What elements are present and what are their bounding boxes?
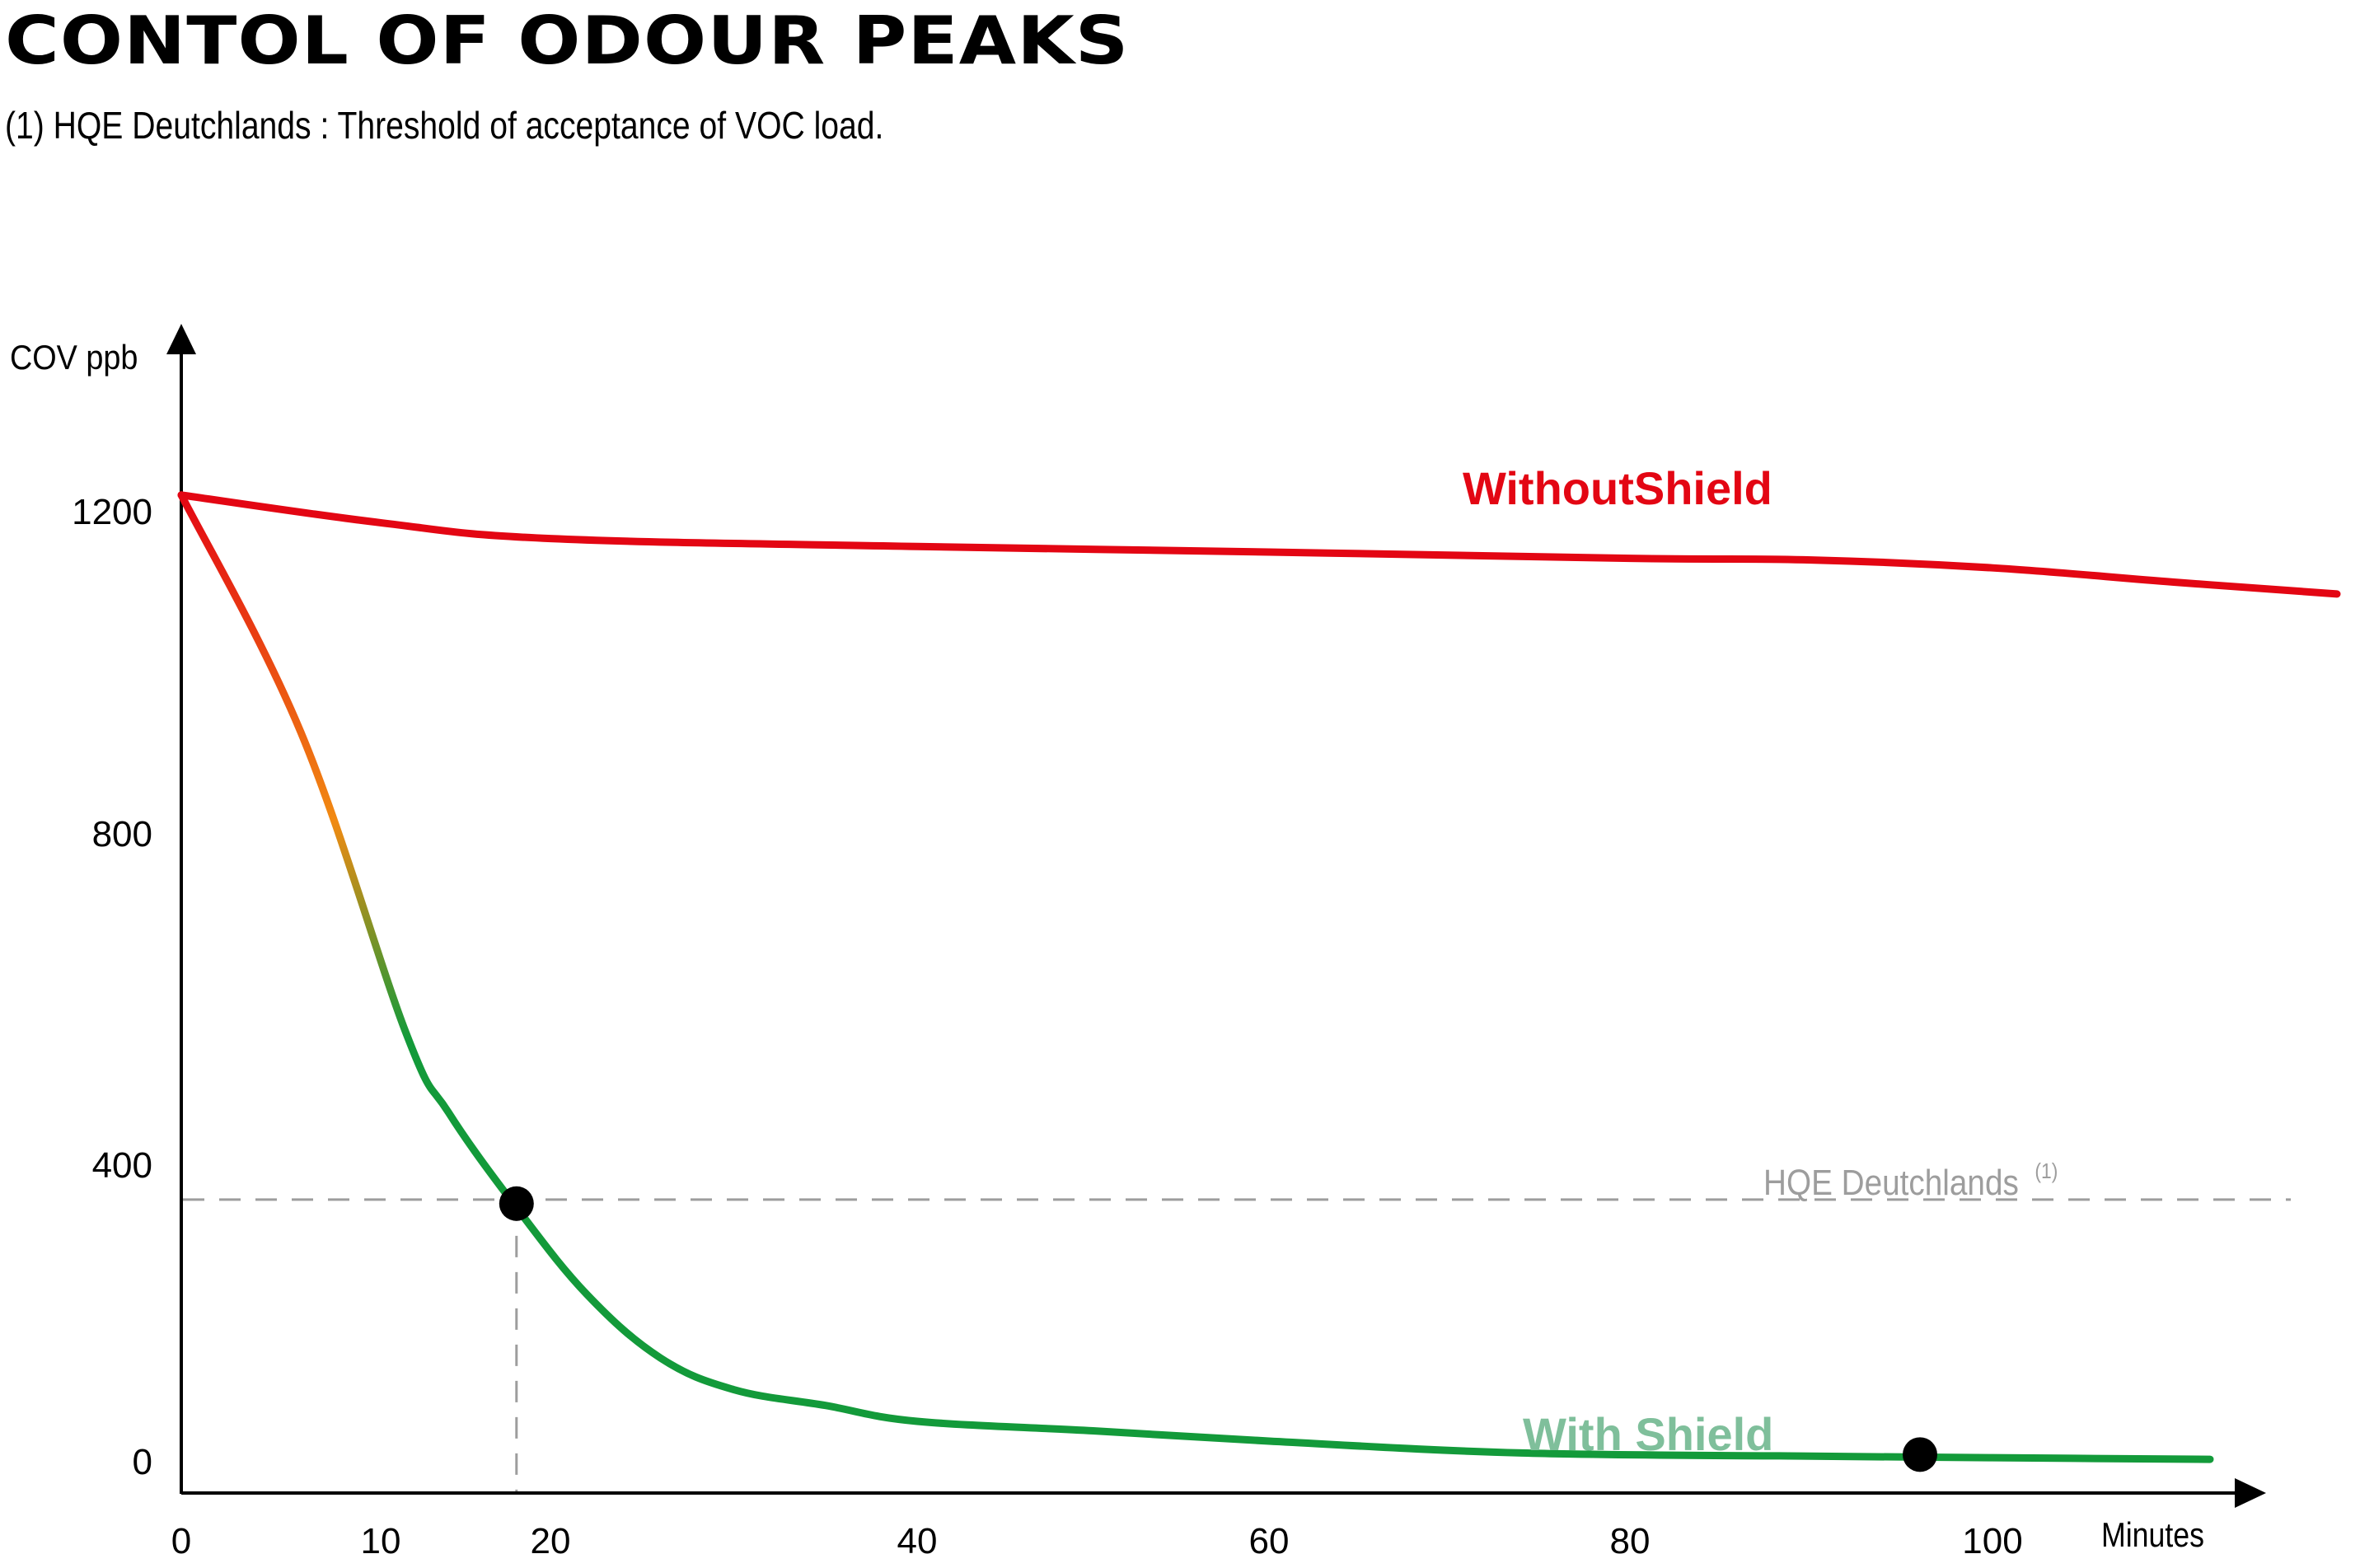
chart-subtitle: (1) HQE Deutchlands : Threshold of accep…: [5, 104, 884, 147]
threshold-label-text: HQE Deutchlands: [1763, 1162, 2019, 1203]
threshold-label-superscript: (1): [2035, 1160, 2058, 1184]
series-line-with-shield: [177, 491, 2214, 1463]
data-marker: [499, 1186, 534, 1221]
threshold-label: HQE Deutchlands (1): [1763, 1160, 2058, 1203]
y-tick-label: 400: [92, 1145, 152, 1186]
series-line-without-shield: [177, 491, 2341, 598]
y-axis-arrow-icon: [166, 324, 196, 354]
threshold-layer: [183, 1198, 2291, 1491]
x-tick-label: 100: [1962, 1521, 2022, 1561]
labels-layer: WithoutShield With Shield HQE Deutchland…: [1463, 462, 2058, 1460]
data-marker: [1903, 1437, 1937, 1472]
x-tick-label: 40: [897, 1521, 938, 1561]
x-tick-label: 60: [1249, 1521, 1290, 1561]
x-axis-label: Minutes: [2101, 1516, 2204, 1554]
y-tick-label: 1200: [72, 492, 152, 532]
x-tick-label: 80: [1610, 1521, 1651, 1561]
x-tick-label: 20: [531, 1521, 571, 1561]
series-label-with-shield: With Shield: [1523, 1408, 1773, 1460]
y-tick-label: 0: [133, 1442, 152, 1482]
y-axis-label: COV ppb: [10, 339, 138, 377]
axes-layer: COV ppb Minutes: [10, 324, 2266, 1555]
series-layer: [177, 491, 2341, 1463]
y-ticks: 0 400 800 1200: [72, 492, 152, 1482]
series-label-without-shield: WithoutShield: [1463, 462, 1772, 514]
x-ticks: 0 10 20 40 60 80 100: [171, 1521, 2023, 1561]
chart-title: CONTOL OF ODOUR PEAKS: [5, 2, 1130, 79]
x-tick-label: 0: [171, 1521, 191, 1561]
markers-layer: [499, 1186, 1937, 1472]
y-tick-label: 800: [92, 814, 152, 854]
x-axis-arrow-icon: [2235, 1478, 2266, 1508]
x-tick-label: 10: [361, 1521, 401, 1561]
